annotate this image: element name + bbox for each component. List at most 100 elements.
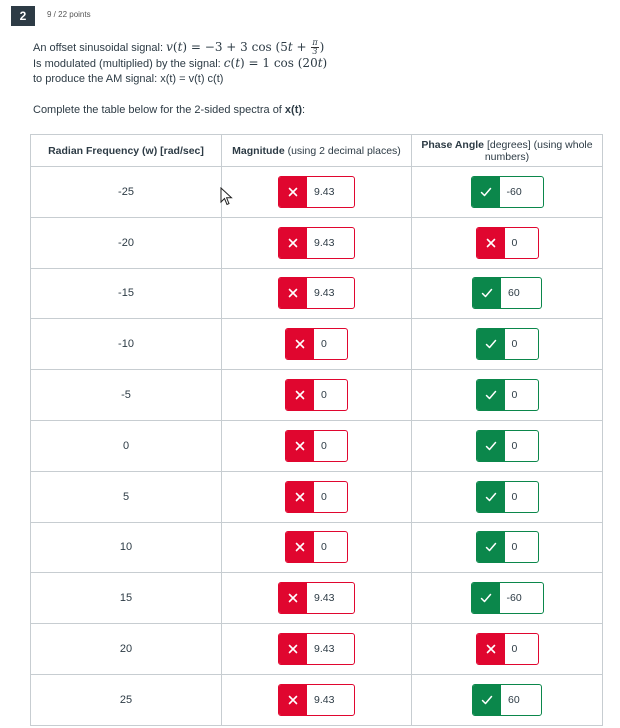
magnitude-answer-value: 0 (321, 490, 327, 503)
magnitude-answer-input[interactable]: 0 (285, 480, 348, 513)
check-icon (476, 481, 505, 512)
phase-answer-input[interactable]: 0 (475, 226, 539, 259)
frequency-cell: 5 (30, 470, 222, 523)
phase-cell: 0 (411, 521, 603, 574)
check-icon (473, 684, 501, 715)
magnitude-answer-value: 9.43 (314, 185, 335, 198)
phase-answer-value: -60 (506, 185, 522, 198)
phase-cell: -60 (411, 166, 603, 218)
header-magnitude-bold: Magnitude (232, 144, 285, 157)
magnitude-cell: 0 (221, 521, 412, 574)
close-icon (286, 430, 314, 461)
prompt-line-offset-signal: An offset sinusoidal signal: v(t) = −3 +… (33, 39, 593, 56)
header-phase-bold: Phase Angle (421, 138, 485, 151)
question-points: 9 / 22 points (47, 10, 91, 19)
frequency-cell: -25 (30, 166, 222, 218)
magnitude-answer-value: 0 (321, 439, 327, 452)
table-row: -10 0 0 (30, 318, 603, 371)
phase-answer-input[interactable]: 60 (472, 683, 542, 716)
phase-answer-input[interactable]: 0 (475, 480, 539, 513)
phase-answer-input[interactable]: 0 (475, 531, 539, 564)
check-icon (471, 583, 500, 614)
phase-answer-input[interactable]: 0 (475, 633, 539, 666)
header-phase-note: [degrees] (using whole numbers) (484, 138, 593, 163)
phase-answer-value: 0 (511, 338, 518, 351)
close-icon (286, 329, 314, 360)
phase-cell: 0 (411, 318, 603, 371)
magnitude-answer-input[interactable]: 0 (285, 531, 348, 564)
table-row: 15 9.43 -60 (30, 572, 603, 625)
prompt-label: An offset sinusoidal signal: (33, 42, 167, 54)
magnitude-answer-input[interactable]: 9.43 (278, 175, 355, 208)
phase-cell: 0 (411, 216, 603, 269)
header-frequency: Radian Frequency (w) [rad/sec] (30, 134, 222, 167)
phase-answer-input[interactable]: 0 (475, 429, 539, 462)
close-icon (286, 532, 314, 563)
header-phase: Phase Angle [degrees] (using whole numbe… (411, 134, 603, 167)
prompt-line-modulating-signal: Is modulated (multiplied) by the signal:… (33, 56, 593, 72)
frequency-cell: -20 (30, 216, 222, 269)
phase-answer-value: 0 (511, 439, 518, 452)
check-icon (471, 176, 500, 207)
phase-answer-input[interactable]: 0 (475, 379, 539, 412)
equation-c: c(t) = 1 cos (20t) (223, 56, 328, 70)
phase-cell: -60 (411, 572, 603, 625)
magnitude-answer-value: 9.43 (314, 592, 335, 605)
frequency-cell: -5 (30, 369, 222, 421)
table-row: -20 9.43 0 (30, 216, 603, 269)
magnitude-answer-input[interactable]: 9.43 (278, 277, 355, 310)
close-icon (279, 583, 307, 614)
phase-answer-input[interactable]: -60 (470, 175, 544, 208)
table-row: -25 9.43 -60 (30, 166, 603, 218)
close-icon (279, 684, 307, 715)
magnitude-cell: 9.43 (221, 623, 412, 675)
phase-answer-input[interactable]: 60 (472, 277, 542, 310)
equation-v: v(t) = −3 + 3 cos (5t + π 3) (166, 38, 325, 56)
check-icon (476, 430, 505, 461)
check-icon (473, 278, 501, 309)
frequency-cell: 10 (30, 521, 222, 574)
magnitude-cell: 0 (221, 369, 412, 421)
magnitude-cell: 9.43 (221, 166, 412, 218)
magnitude-answer-input[interactable]: 0 (285, 429, 348, 462)
table-row: 10 0 0 (30, 521, 603, 574)
magnitude-answer-input[interactable]: 0 (285, 328, 348, 361)
magnitude-answer-input[interactable]: 9.43 (278, 226, 355, 259)
magnitude-answer-input[interactable]: 9.43 (278, 633, 355, 666)
magnitude-answer-value: 9.43 (314, 236, 335, 249)
magnitude-answer-input[interactable]: 9.43 (278, 582, 355, 615)
instructions-signal: x(t) (284, 104, 303, 116)
magnitude-cell: 9.43 (221, 572, 412, 625)
phase-cell: 0 (411, 419, 603, 472)
magnitude-cell: 0 (221, 419, 412, 472)
phase-answer-value: -60 (506, 592, 522, 605)
magnitude-answer-value: 0 (321, 338, 327, 351)
magnitude-answer-value: 9.43 (314, 643, 335, 656)
question-prompt: An offset sinusoidal signal: v(t) = −3 +… (33, 39, 593, 87)
magnitude-cell: 9.43 (221, 267, 412, 320)
frequency-cell: 20 (30, 623, 222, 675)
phase-answer-value: 60 (508, 693, 520, 706)
check-icon (476, 380, 505, 411)
magnitude-answer-value: 0 (321, 389, 327, 402)
frequency-cell: 15 (30, 572, 222, 625)
table-header-row: Radian Frequency (w) [rad/sec] Magnitude… (30, 134, 603, 167)
phase-answer-input[interactable]: 0 (475, 328, 539, 361)
question-number-badge: 2 (11, 6, 35, 26)
phase-cell: 0 (411, 369, 603, 421)
phase-cell: 0 (411, 623, 603, 675)
magnitude-cell: 9.43 (221, 673, 412, 726)
close-icon (279, 176, 307, 207)
header-magnitude: Magnitude (using 2 decimal places) (221, 134, 412, 167)
table-row: 5 0 0 (30, 470, 603, 523)
phase-answer-input[interactable]: -60 (470, 582, 544, 615)
table-row: 20 9.43 0 (30, 623, 603, 675)
magnitude-answer-input[interactable]: 0 (285, 379, 348, 412)
phase-answer-value: 0 (511, 389, 518, 402)
magnitude-answer-value: 0 (321, 541, 327, 554)
check-icon (476, 329, 505, 360)
instructions-text: Complete the table below for the 2-sided… (33, 104, 285, 116)
magnitude-answer-input[interactable]: 9.43 (278, 683, 355, 716)
phase-answer-value: 0 (511, 541, 518, 554)
table-row: 0 0 0 (30, 419, 603, 472)
